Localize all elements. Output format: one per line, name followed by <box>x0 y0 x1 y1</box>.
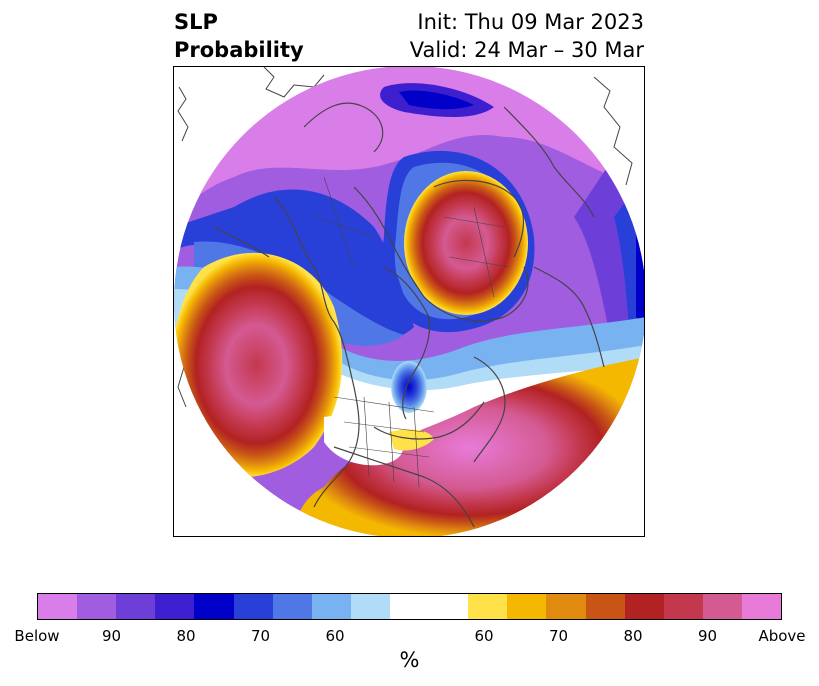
colorbar-segment <box>77 594 117 619</box>
colorbar-tick-label: 60 <box>474 627 494 645</box>
title-variable: SLP Probability <box>174 8 304 64</box>
colorbar-segment <box>38 594 78 619</box>
colorbar-segment <box>585 594 625 619</box>
colorbar-segment <box>155 594 195 619</box>
colorbar-segment <box>311 594 351 619</box>
colorbar-ticks: Below 90 80 70 60 60 70 80 90 Above <box>0 627 819 647</box>
colorbar-segment <box>233 594 273 619</box>
coastlines <box>213 102 605 528</box>
colorbar-tick-label: 90 <box>101 627 122 645</box>
polar-map <box>173 66 645 537</box>
colorbar-segment <box>507 594 547 619</box>
probability-map-svg <box>174 67 644 536</box>
colorbar-segment <box>624 594 664 619</box>
colorbar-segment <box>116 594 156 619</box>
title-line-1: SLP <box>174 10 218 34</box>
colorbar-segment <box>194 594 234 619</box>
arctic-high-anomaly <box>404 171 528 315</box>
colorbar-tick-label: 60 <box>325 627 345 645</box>
colorbar-segment <box>272 594 312 619</box>
colorbar-segment <box>741 594 782 619</box>
colorbar-tick-label: Below <box>14 627 60 645</box>
title-line-2: Probability <box>174 38 304 62</box>
colorbar-tick-label: 90 <box>697 627 718 645</box>
colorbar-tick-label: 80 <box>623 627 643 645</box>
colorbar-segment <box>546 594 586 619</box>
pacific-high-anomaly <box>174 253 343 478</box>
colorbar-tick-label: 70 <box>548 627 569 645</box>
valid-range: Valid: 24 Mar – 30 Mar <box>409 38 644 62</box>
colorbar <box>37 593 782 620</box>
colorbar-unit: % <box>399 648 420 672</box>
colorbar-segment <box>350 594 390 619</box>
colorbar-segment <box>663 594 703 619</box>
title-dates: Init: Thu 09 Mar 2023 Valid: 24 Mar – 30… <box>410 8 644 64</box>
colorbar-segment <box>429 594 469 619</box>
colorbar-tick-label: Above <box>758 627 806 645</box>
borders <box>313 176 510 488</box>
colorbar-segment <box>468 594 508 619</box>
init-date: Init: Thu 09 Mar 2023 <box>417 10 644 34</box>
colorbar-segment <box>389 594 430 619</box>
colorbar-tick-label: 70 <box>250 627 271 645</box>
colorbar-segment <box>702 594 742 619</box>
colorbar-tick-label: 80 <box>176 627 196 645</box>
